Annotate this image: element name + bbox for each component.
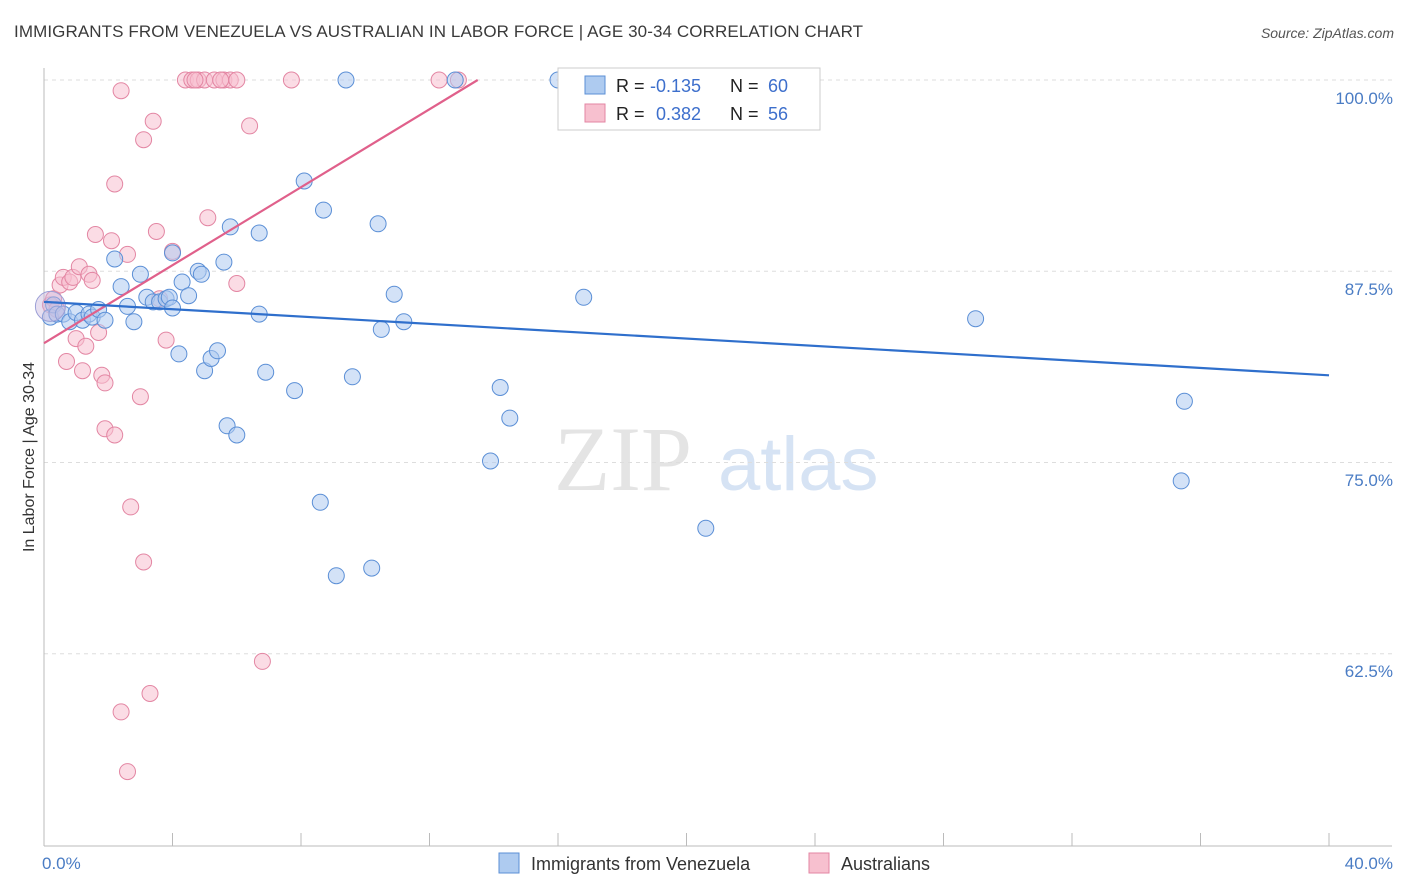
australians-point-45	[282, 71, 300, 89]
series-legend-label-australians: Australians	[841, 854, 930, 874]
australians-point-52	[228, 71, 246, 89]
australians-point-11	[77, 337, 95, 355]
chart-source: Source: ZipAtlas.com	[1260, 25, 1394, 41]
venezuela-point-60	[1172, 472, 1190, 490]
legend-r-value-1: -0.135	[650, 76, 701, 96]
venezuela-point-25	[170, 345, 188, 363]
australians-trend-line	[43, 79, 479, 345]
venezuela-point-12	[112, 278, 130, 296]
australians-point-49	[119, 763, 136, 781]
watermark-atlas: atlas	[718, 422, 879, 507]
legend-n-label-2: N =	[730, 104, 759, 124]
venezuela-point-40	[311, 493, 329, 511]
venezuela-point-53	[501, 409, 519, 427]
australians-point-42	[228, 275, 246, 292]
venezuela-point-43	[337, 71, 355, 89]
venezuela-point-14	[125, 313, 143, 331]
australians-point-38	[199, 209, 217, 227]
venezuela-trend-line	[43, 300, 1330, 377]
australians-point-25	[131, 388, 149, 406]
watermark: ZIP atlas	[554, 408, 879, 510]
legend-n-value-1: 60	[768, 76, 788, 96]
australians-point-22	[112, 82, 130, 100]
series-legend: Immigrants from Venezuela Australians	[498, 852, 930, 874]
australians-point-48	[112, 703, 130, 721]
venezuela-point-41	[315, 201, 332, 219]
australians-point-27	[135, 553, 153, 571]
y-tick-label-75: 75.0%	[1345, 471, 1393, 490]
australians-point-20	[106, 426, 124, 444]
y-axis-label: In Labor Force | Age 30-34	[21, 362, 38, 552]
venezuela-point-23	[180, 287, 198, 305]
venezuela-point-52	[491, 379, 509, 396]
venezuela-point-58	[967, 310, 985, 328]
x-tick-label-min: 0.0%	[42, 854, 81, 873]
australians-points	[41, 71, 467, 781]
australians-point-10	[74, 362, 91, 380]
venezuela-point-35	[250, 224, 268, 242]
venezuela-point-38	[286, 382, 304, 400]
x-tick-label-max: 40.0%	[1345, 854, 1393, 873]
venezuela-point-10	[96, 311, 114, 329]
australians-point-14	[86, 226, 104, 243]
australians-point-17	[96, 374, 114, 392]
correlation-legend: R = -0.135 N = 60 R = 0.382 N = 56	[557, 67, 821, 131]
cluster-point-origin	[34, 290, 66, 322]
venezuela-point-22	[173, 273, 191, 291]
venezuela-point-51	[482, 452, 499, 470]
watermark-zip: ZIP	[554, 408, 692, 510]
australians-point-29	[144, 112, 162, 130]
venezuela-point-24	[164, 244, 181, 262]
australians-point-51	[186, 71, 204, 89]
venezuela-point-50	[446, 71, 464, 89]
legend-swatch-pink	[584, 103, 606, 123]
y-tick-label-62-5: 62.5%	[1345, 662, 1393, 681]
y-tick-label-87-5: 87.5%	[1345, 280, 1393, 299]
series-legend-swatch-australians	[808, 852, 830, 874]
australians-point-46	[430, 71, 448, 89]
venezuela-point-27	[192, 265, 210, 283]
venezuela-point-30	[209, 342, 226, 360]
australians-point-32	[157, 331, 175, 349]
venezuela-point-46	[369, 215, 387, 233]
series-legend-swatch-venezuela	[498, 852, 520, 874]
australians-point-26	[135, 131, 153, 149]
australians-point-44	[253, 652, 271, 670]
venezuela-point-15	[131, 265, 149, 283]
australians-point-19	[103, 232, 120, 250]
venezuela-point-33	[228, 426, 246, 444]
venezuela-point-11	[106, 250, 124, 268]
venezuela-point-57	[697, 519, 715, 537]
australians-point-13	[83, 271, 101, 289]
australians-point-30	[147, 223, 165, 240]
legend-swatch-blue	[584, 75, 606, 95]
legend-n-value-2: 56	[768, 104, 788, 124]
venezuela-point-31	[215, 253, 233, 271]
x-axis-ticks	[43, 833, 1330, 846]
venezuela-point-45	[363, 559, 381, 577]
legend-r-value-2: 0.382	[656, 104, 701, 124]
australians-point-50	[212, 71, 230, 89]
venezuela-point-37	[257, 363, 275, 381]
venezuela-point-44	[343, 368, 361, 386]
australians-point-21	[106, 175, 124, 193]
y-tick-label-100: 100.0%	[1335, 89, 1393, 108]
venezuela-point-48	[385, 285, 403, 303]
australians-point-43	[241, 117, 259, 135]
legend-r-label-2: R =	[616, 104, 645, 124]
series-legend-label-venezuela: Immigrants from Venezuela	[531, 854, 751, 874]
legend-r-label-1: R =	[616, 76, 645, 96]
australians-point-28	[141, 685, 159, 702]
chart-title: IMMIGRANTS FROM VENEZUELA VS AUSTRALIAN …	[14, 22, 864, 41]
australians-point-5	[58, 353, 75, 370]
venezuela-point-34	[221, 218, 239, 236]
venezuela-point-42	[327, 567, 345, 585]
venezuela-point-59	[1175, 392, 1193, 410]
australians-point-24	[122, 498, 140, 516]
legend-n-label-1: N =	[730, 76, 759, 96]
gridlines	[44, 79, 1392, 655]
venezuela-point-47	[372, 320, 390, 338]
venezuela-point-55	[575, 288, 593, 306]
